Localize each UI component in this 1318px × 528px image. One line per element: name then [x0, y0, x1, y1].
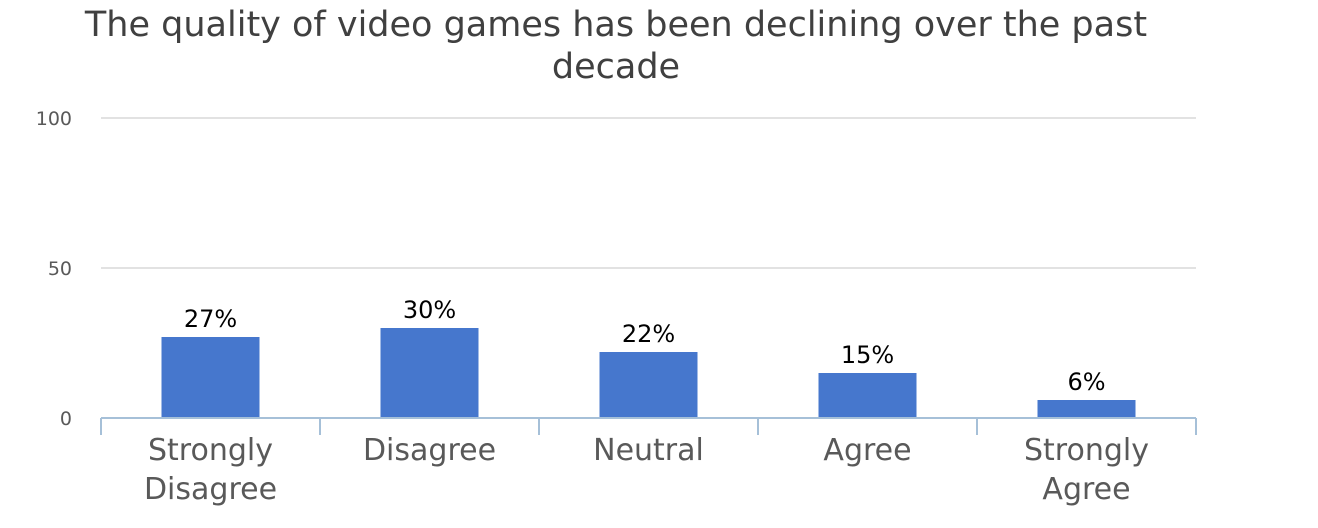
- category-label: Strongly: [1024, 433, 1149, 468]
- bar: [599, 352, 698, 418]
- gridlines: [101, 117, 1196, 269]
- category-label: Disagree: [144, 472, 277, 507]
- bars: [161, 328, 1136, 418]
- y-tick-label: 50: [48, 258, 72, 280]
- data-label: 6%: [1067, 368, 1105, 396]
- y-tick-label: 0: [60, 408, 72, 430]
- data-label: 22%: [622, 320, 675, 348]
- category-labels: Strongly Disagree Disagree Neutral Agree Stro…: [144, 433, 1149, 507]
- data-label: 30%: [403, 296, 456, 324]
- data-label: 15%: [841, 341, 894, 369]
- category-label: Agree: [1042, 472, 1130, 507]
- y-tick-label: 100: [36, 108, 72, 130]
- category-label: Neutral: [593, 433, 704, 468]
- y-axis-tick-labels: 0 50 100: [36, 108, 72, 430]
- bar: [161, 337, 260, 418]
- category-label: Strongly: [148, 433, 273, 468]
- chart-title: The quality of video games has been decl…: [84, 5, 1148, 87]
- bar: [818, 373, 917, 418]
- category-label: Agree: [823, 433, 911, 468]
- bar: [380, 328, 479, 418]
- category-label: Disagree: [363, 433, 496, 468]
- x-axis: [100, 417, 1197, 435]
- data-label: 27%: [184, 305, 237, 333]
- bar: [1037, 400, 1136, 418]
- data-labels: 27% 30% 22% 15% 6%: [184, 296, 1106, 396]
